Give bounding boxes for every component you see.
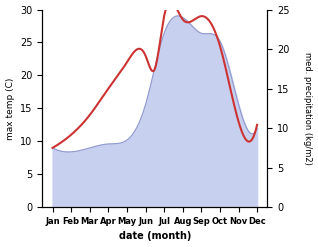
Y-axis label: med. precipitation (kg/m2): med. precipitation (kg/m2) xyxy=(303,52,313,165)
X-axis label: date (month): date (month) xyxy=(119,231,191,242)
Y-axis label: max temp (C): max temp (C) xyxy=(5,77,15,140)
